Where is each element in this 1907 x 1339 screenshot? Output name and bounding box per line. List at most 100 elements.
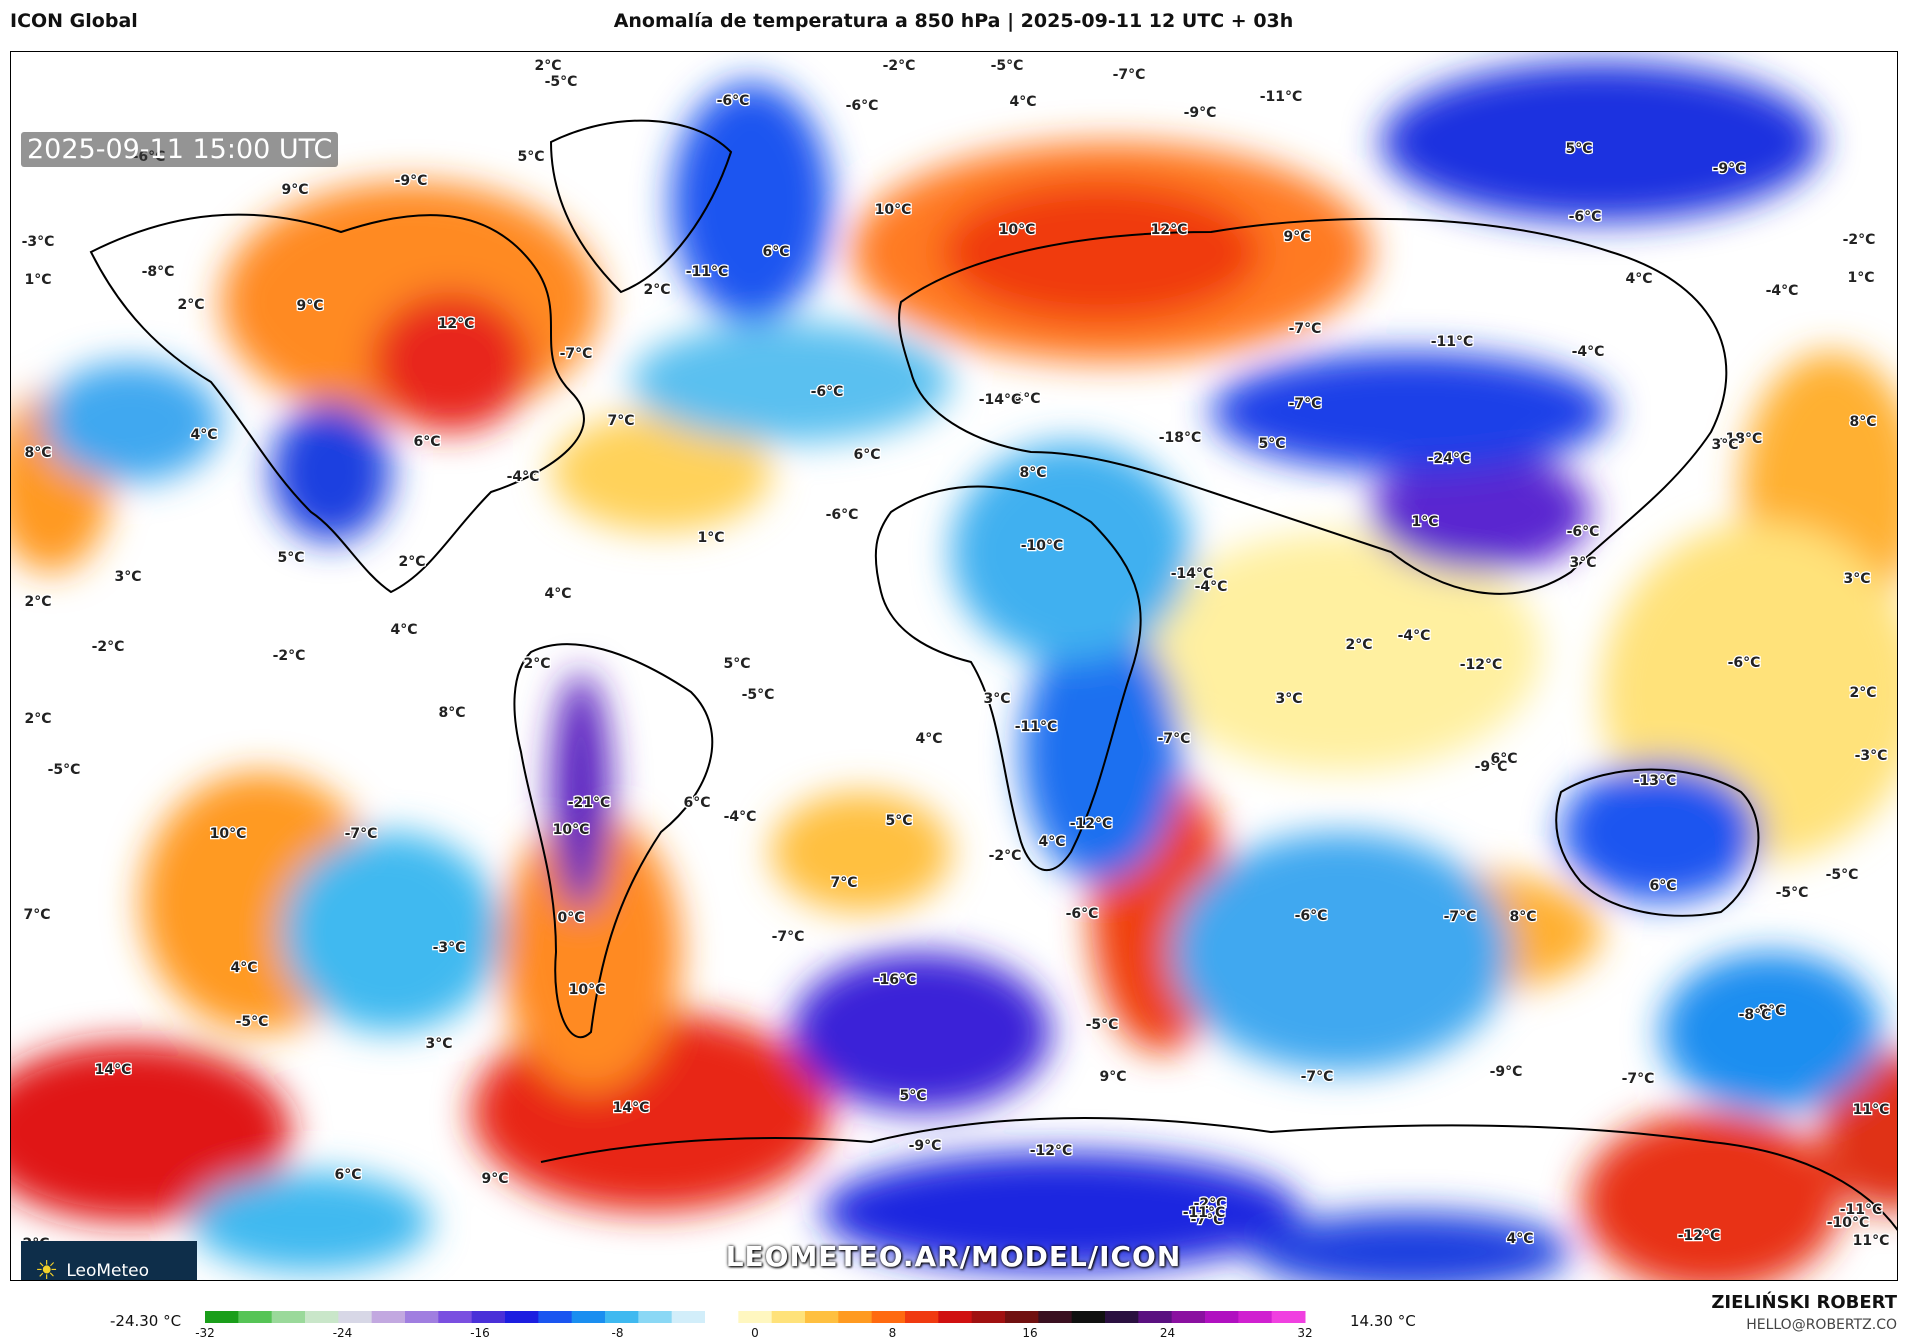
anomaly-label: 9°C <box>296 298 323 314</box>
anomaly-label: -18°C <box>1159 430 1202 446</box>
anomaly-label: -5°C <box>1776 885 1809 901</box>
anomaly-label: 12°C <box>1151 222 1188 238</box>
anomaly-label: 2°C <box>177 297 204 313</box>
anomaly-label: -6°C <box>1728 655 1761 671</box>
anomaly-label: -2°C <box>92 639 125 655</box>
anomaly-label: -7°C <box>772 929 805 945</box>
anomaly-label: -18°C <box>1720 431 1763 447</box>
anomaly-label: -8°C <box>142 264 175 280</box>
anomaly-label: -16°C <box>874 972 917 988</box>
anomaly-label: 7°C <box>830 875 857 891</box>
anomaly-label: 3°C <box>1843 571 1870 587</box>
anomaly-label: 5°C <box>1258 436 1285 452</box>
anomaly-label: -2°C <box>883 58 916 74</box>
colorbar: -32 -24 -16 -8 0 8 16 24 32 <box>195 1311 1313 1339</box>
anomaly-label: 14°C <box>95 1062 132 1078</box>
anomaly-label: -7°C <box>1289 396 1322 412</box>
colorbar-tick-label: -32 <box>195 1326 215 1339</box>
author-contact[interactable]: HELLO@ROBERTZ.CO <box>1746 1317 1897 1333</box>
valid-time-badge: 2025-09-11 15:00 UTC <box>21 132 339 167</box>
anomaly-label: -13°C <box>1634 773 1677 789</box>
colorbar-tick-label: 0 <box>751 1326 759 1339</box>
coastlines <box>89 119 1897 1232</box>
anomaly-label: 8°C <box>438 705 465 721</box>
anomaly-label: 6°C <box>683 795 710 811</box>
colorbar-tick-label: 32 <box>1297 1326 1312 1339</box>
anomaly-label: 2°C <box>643 282 670 298</box>
anomaly-label: 8°C <box>1509 909 1536 925</box>
anomaly-label: -10°C <box>1827 1215 1870 1231</box>
anomaly-label: -5°C <box>1826 867 1859 883</box>
colorbar-cell <box>438 1311 473 1323</box>
anomaly-label: 7°C <box>607 413 634 429</box>
anomaly-label: -7°C <box>1113 67 1146 83</box>
anomaly-label: 2°C <box>24 711 51 727</box>
colorbar-cell <box>605 1311 639 1323</box>
anomaly-label: 5°C <box>885 813 912 829</box>
anomaly-label: 9°C <box>1099 1069 1126 1085</box>
anomaly-label: -5°C <box>1086 1017 1119 1033</box>
map-title: Anomalía de temperatura a 850 hPa | 2025… <box>613 10 1294 32</box>
colorbar-cell <box>871 1311 906 1323</box>
anomaly-label: 6°C <box>334 1167 361 1183</box>
colorbar-tick-label: 16 <box>1022 1326 1037 1339</box>
anomaly-label: 6°C <box>853 447 880 463</box>
colorbar-tick-label: -8 <box>612 1326 624 1339</box>
colorbar-cell <box>1105 1311 1139 1323</box>
anomaly-label: 10°C <box>210 826 247 842</box>
anomaly-label: -14°C <box>979 392 1022 408</box>
anomaly-label: -6°C <box>717 93 750 109</box>
anomaly-label: -7°C <box>1444 909 1477 925</box>
anomaly-label: -5°C <box>48 762 81 778</box>
anomaly-label: 7°C <box>23 907 50 923</box>
colorbar-cell <box>205 1311 239 1323</box>
colorbar-cell <box>738 1311 773 1323</box>
anomaly-label: -2°C <box>1843 232 1876 248</box>
anomaly-label: 1°C <box>1411 514 1438 530</box>
anomaly-label: -12°C <box>1678 1228 1721 1244</box>
anomaly-label: 4°C <box>1506 1231 1533 1247</box>
footer: -24.30 °C -32 -24 -16 -8 0 8 16 24 32 14.30 °C Z… <box>0 1282 1907 1339</box>
colorbar-cell <box>471 1311 506 1323</box>
anomaly-label: -6°C <box>1295 908 1328 924</box>
anomaly-label: -6°C <box>826 507 859 523</box>
anomaly-label: 2°C <box>398 554 425 570</box>
colorbar-cell <box>571 1311 606 1323</box>
anomaly-label: 5°C <box>899 1088 926 1104</box>
anomaly-label: 3°C <box>1275 691 1302 707</box>
anomaly-label: -11°C <box>1015 719 1058 735</box>
anomaly-label: 1°C <box>697 530 724 546</box>
anomaly-label: 8°C <box>1019 465 1046 481</box>
anomaly-label: 6°C <box>762 244 789 260</box>
anomaly-label: -6°C <box>811 384 844 400</box>
colorbar-cell <box>1205 1311 1239 1323</box>
model-name: ICON Global <box>10 10 138 32</box>
map-area[interactable]: 2°C -2°C -5°C -7°C -11°C -5°C -6°C -6°C 4°C -9°C 5… <box>10 51 1898 1281</box>
anomaly-label: -11°C <box>1431 334 1474 350</box>
anomaly-label: -12°C <box>1030 1143 1073 1159</box>
anomaly-label: 4°C <box>190 427 217 443</box>
anomaly-label: -12°C <box>1070 816 1113 832</box>
anomaly-label: -6°C <box>1066 906 1099 922</box>
colorbar-tick-label: -24 <box>333 1326 353 1339</box>
author-name: ZIELIŃSKI ROBERT <box>1711 1292 1897 1313</box>
colorbar-cell <box>638 1311 673 1323</box>
leometeo-logo[interactable]: ☀ LeoMeteo <box>21 1241 197 1280</box>
colorbar-tick-label: -16 <box>470 1326 490 1339</box>
colorbar-cell <box>1138 1311 1173 1323</box>
colorbar-cell <box>838 1311 873 1323</box>
anomaly-label: -24°C <box>1428 451 1471 467</box>
colorbar-cell <box>538 1311 573 1323</box>
anomaly-label: -2°C <box>989 848 1022 864</box>
anomaly-label: 2°C <box>1849 685 1876 701</box>
anomaly-field <box>11 62 1897 1280</box>
anomaly-label: -7°C <box>1191 1212 1224 1228</box>
anomaly-label: 3°C <box>1569 555 1596 571</box>
anomaly-label: 5°C <box>277 550 304 566</box>
anomaly-label: -7°C <box>1301 1069 1334 1085</box>
anomaly-label: 14°C <box>613 1100 650 1116</box>
colorbar-tick-label: 8 <box>889 1326 897 1339</box>
anomaly-label: 4°C <box>1013 391 1040 407</box>
anomaly-label: 2°C <box>24 594 51 610</box>
anomaly-label: 10°C <box>553 822 590 838</box>
